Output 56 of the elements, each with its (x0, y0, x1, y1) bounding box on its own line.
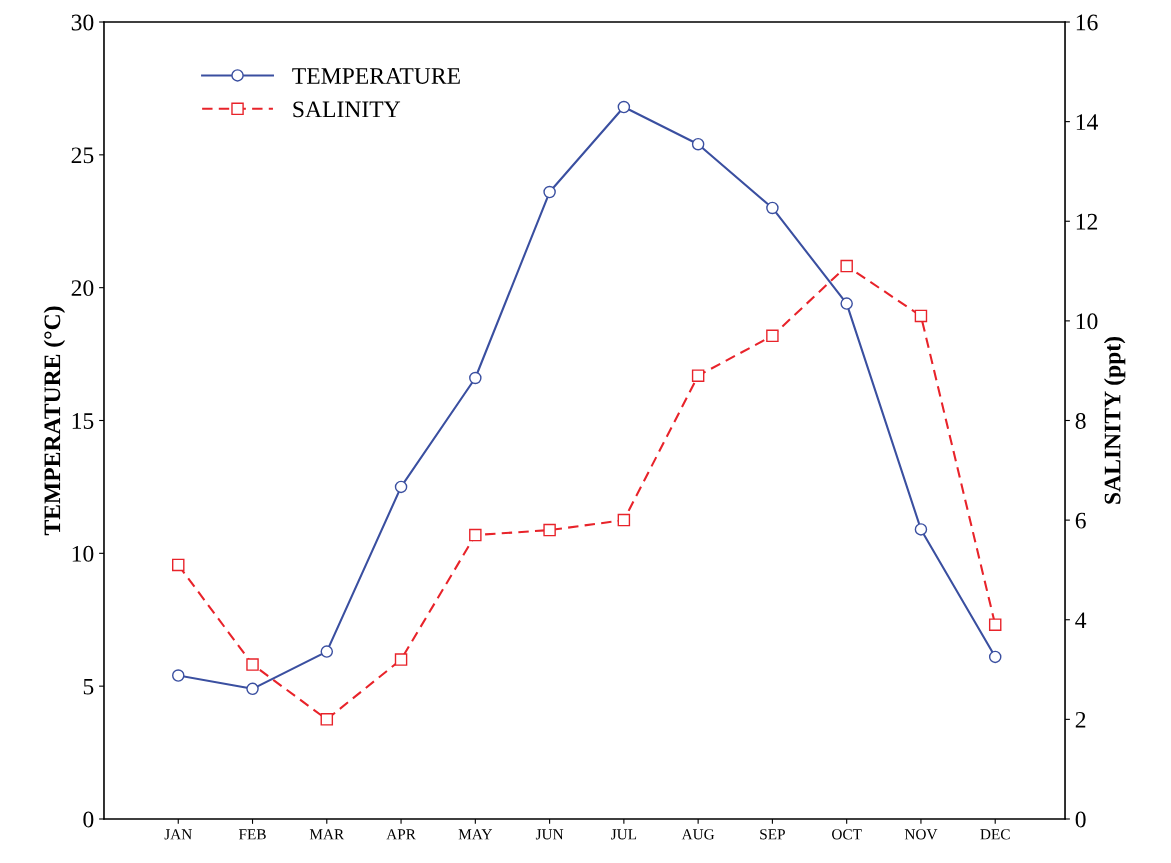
y2-tick-label: 4 (1075, 612, 1087, 628)
point (246, 682, 259, 696)
y-tick-label: 20 (71, 280, 94, 297)
y2-tick-label: 6 (1075, 512, 1086, 529)
point (691, 137, 705, 151)
point (394, 480, 408, 494)
point (840, 259, 853, 273)
point (543, 185, 556, 199)
x-tick-label: SEP (760, 829, 785, 840)
x-tick-label: NOV (904, 829, 938, 840)
point (172, 558, 185, 572)
point (394, 653, 408, 666)
y-axis-title: TEMPERATURE (°C) (43, 306, 66, 536)
x-tick-label: MAY (458, 829, 493, 840)
point (172, 669, 185, 682)
point (320, 645, 334, 658)
y2-tick-label: 12 (1076, 213, 1098, 230)
point (766, 329, 779, 343)
y-tick-label: 25 (71, 147, 94, 164)
x-tick-label: JUL (611, 829, 637, 840)
point (840, 297, 853, 310)
point (617, 513, 631, 527)
x-tick-label: AUG (681, 829, 715, 840)
y-tick-label: 30 (71, 14, 94, 31)
y2-tick-label: 0 (1075, 811, 1086, 828)
y2-tick-label: 14 (1076, 114, 1098, 130)
x-tick-label: DEC (980, 829, 1010, 840)
y2-tick-label: 10 (1076, 313, 1098, 330)
point (988, 618, 1002, 631)
y2-tick-label: 2 (1075, 711, 1086, 728)
y-tick-label: 10 (72, 545, 94, 562)
x-tick-label: JUN (535, 829, 564, 840)
point (914, 309, 928, 323)
x-tick-label: JAN (164, 829, 192, 840)
point (320, 713, 334, 726)
point (914, 523, 928, 536)
y2-axis-title: SALINITY (ppt) (1103, 337, 1126, 504)
x-tick-label: FEB (238, 829, 266, 840)
point (543, 523, 556, 537)
point (617, 100, 631, 114)
legend-label: TEMPERATURE (292, 68, 460, 84)
x-tick-label: APR (386, 829, 416, 840)
y-tick-label: 0 (83, 811, 94, 828)
point (988, 650, 1002, 664)
y-tick-label: 15 (72, 413, 94, 429)
legend-label: SALINITY (293, 101, 401, 118)
point (246, 658, 259, 671)
y2-tick-label: 8 (1075, 412, 1086, 429)
point (469, 528, 482, 542)
point (691, 369, 705, 382)
x-tick-label: MAR (309, 829, 345, 840)
point (469, 371, 482, 385)
x-tick-label: OCT (832, 829, 862, 840)
y-tick-label: 5 (83, 678, 94, 695)
point (766, 201, 779, 215)
y2-tick-label: 16 (1076, 14, 1098, 31)
